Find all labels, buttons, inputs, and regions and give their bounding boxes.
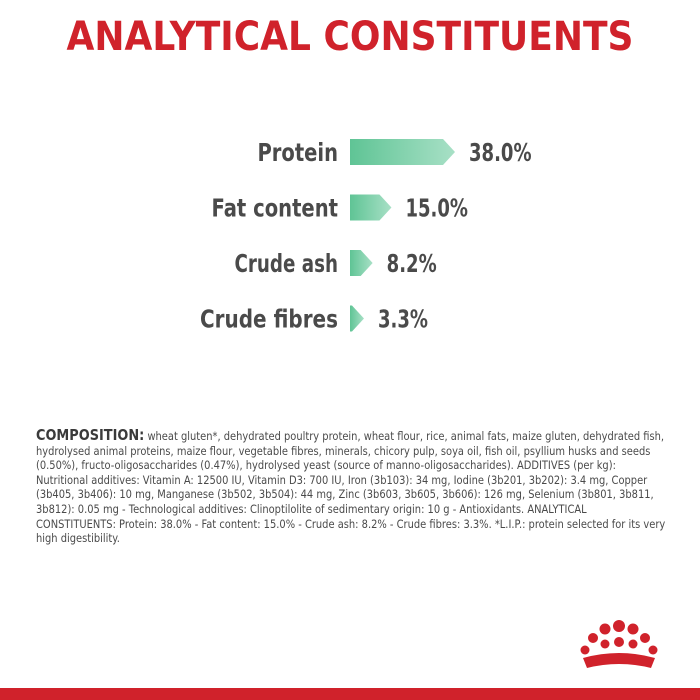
composition-text: COMPOSITION: wheat gluten*, dehydrated p… <box>36 428 666 546</box>
page-title: ANALYTICAL CONSTITUENTS <box>66 14 634 60</box>
constituents-chart: Protein 38.0% Fat content 15.0% Crude ash 8.2… <box>200 138 532 334</box>
crown-icon <box>580 620 658 668</box>
value-label: 15.0% <box>405 194 468 223</box>
value-label: 3.3% <box>378 305 428 334</box>
category-label: Crude fibres <box>200 305 338 334</box>
bar <box>350 305 364 332</box>
bar <box>350 250 373 276</box>
value-label: 38.0% <box>469 138 532 167</box>
value-label: 8.2% <box>387 249 437 278</box>
footer-bar <box>0 688 700 700</box>
bar <box>350 139 455 165</box>
bar <box>350 194 392 221</box>
category-label: Fat content <box>212 194 339 223</box>
composition-body: wheat gluten*, dehydrated poultry protei… <box>36 429 666 546</box>
category-label: Crude ash <box>235 249 339 278</box>
category-label: Protein <box>258 138 339 167</box>
composition-heading: COMPOSITION: <box>36 426 145 444</box>
